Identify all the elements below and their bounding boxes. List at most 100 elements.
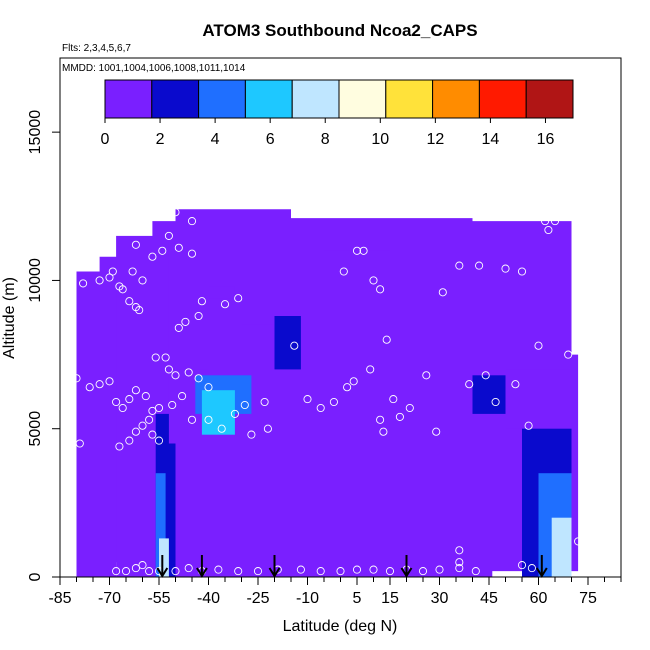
observation-point	[435, 565, 444, 574]
heatmap-cell	[505, 369, 572, 429]
observation-point	[336, 567, 345, 576]
observation-point	[395, 412, 404, 421]
observation-point	[75, 439, 84, 448]
observation-point	[148, 252, 157, 261]
heatmap-cell	[76, 274, 117, 577]
observation-point	[214, 565, 223, 574]
observation-point	[260, 397, 269, 407]
observation-point	[220, 300, 230, 309]
observation-point	[174, 243, 183, 252]
observation-point	[247, 430, 256, 439]
colorbar-tick-label: 12	[426, 131, 444, 148]
colorbar-tick-label: 16	[537, 131, 555, 148]
heatmap-cell	[551, 517, 572, 577]
x-tick-label: -70	[98, 590, 121, 607]
observation-point	[79, 279, 88, 288]
colorbar-swatch	[104, 79, 153, 119]
observation-point	[455, 564, 464, 573]
observation-point	[148, 430, 157, 439]
heatmap-base	[76, 209, 579, 578]
observation-point	[154, 403, 164, 413]
x-tick-label: -10	[296, 590, 319, 607]
observation-point	[455, 546, 464, 555]
observation-point	[550, 217, 560, 226]
observation-point	[125, 395, 134, 404]
observation-point	[352, 565, 362, 574]
heatmap-cell	[208, 286, 235, 299]
colorbar-tick-label: 6	[266, 131, 275, 148]
flight-arrow	[156, 555, 169, 578]
observation-point	[379, 427, 388, 436]
observation-point	[115, 442, 124, 451]
heatmap-cell	[324, 227, 390, 251]
observation-point	[217, 424, 226, 433]
observation-point	[171, 567, 180, 576]
heatmap-field	[76, 209, 579, 578]
observation-point	[527, 564, 536, 573]
observation-point	[352, 246, 362, 255]
colorbar: 0 2 4 6 8 10 12 14 16	[101, 79, 574, 148]
observation-point	[171, 371, 180, 380]
x-tick-label: 30	[431, 590, 449, 607]
observation-point	[471, 567, 480, 576]
observation-point	[329, 397, 338, 407]
observation-point	[517, 267, 527, 276]
x-axis: -85 -70 -55 -40 -25 -10 5 15 30 45 60 75	[48, 577, 622, 607]
colorbar-swatch	[291, 79, 340, 119]
observation-point	[359, 246, 368, 255]
observation-point	[541, 217, 550, 226]
observation-point	[95, 380, 104, 389]
observation-point	[158, 246, 167, 255]
observation-point	[187, 415, 197, 424]
x-tick-label: -85	[48, 590, 71, 607]
flight-arrow	[535, 555, 548, 578]
y-tick-label: 10000	[27, 258, 44, 303]
observation-point	[385, 567, 395, 576]
observation-point	[369, 565, 378, 574]
observation-point	[151, 353, 160, 362]
observation-point	[376, 285, 385, 294]
observation-point	[432, 427, 441, 436]
x-tick-label: 75	[579, 590, 597, 607]
x-tick-label: 5	[353, 590, 362, 607]
colorbar-swatch	[385, 79, 434, 119]
colorbar-swatch	[525, 79, 574, 119]
observation-point	[382, 335, 391, 344]
colorbar-tick-label: 0	[101, 131, 110, 148]
y-axis: 0 5000 10000 15000	[27, 110, 60, 581]
observation-point	[178, 392, 187, 401]
colorbar-swatch	[151, 79, 200, 119]
observation-point	[564, 350, 573, 359]
observation-point	[112, 567, 121, 576]
observation-point	[296, 565, 305, 574]
observation-point	[131, 386, 140, 395]
observation-point	[112, 397, 121, 407]
observation-point	[148, 406, 157, 415]
observation-point	[131, 427, 140, 436]
y-tick-label: 0	[27, 572, 44, 581]
observation-point	[125, 436, 134, 445]
heatmap-cell	[472, 375, 506, 414]
observation-point	[343, 383, 352, 392]
observation-point	[234, 294, 243, 303]
observation-point	[240, 400, 249, 410]
observation-point	[131, 564, 140, 573]
x-tick-label: 15	[381, 590, 399, 607]
observation-point	[517, 561, 527, 570]
x-tick-label: -40	[197, 590, 220, 607]
observation-point	[141, 392, 150, 401]
colorbar-tick-label: 10	[371, 131, 389, 148]
observation-point	[204, 415, 213, 424]
observation-point	[164, 231, 173, 240]
observation-point	[62, 279, 71, 288]
observation-point	[230, 409, 239, 418]
observation-point	[316, 403, 325, 413]
x-tick-label: -55	[147, 590, 170, 607]
colorbar-tick-label: 4	[211, 131, 220, 148]
observation-point	[108, 267, 117, 276]
observation-point	[290, 341, 299, 350]
observation-point	[405, 403, 414, 413]
observation-point	[534, 341, 543, 350]
chart-title: ATOM3 Southbound Ncoa2_CAPS	[202, 21, 477, 40]
